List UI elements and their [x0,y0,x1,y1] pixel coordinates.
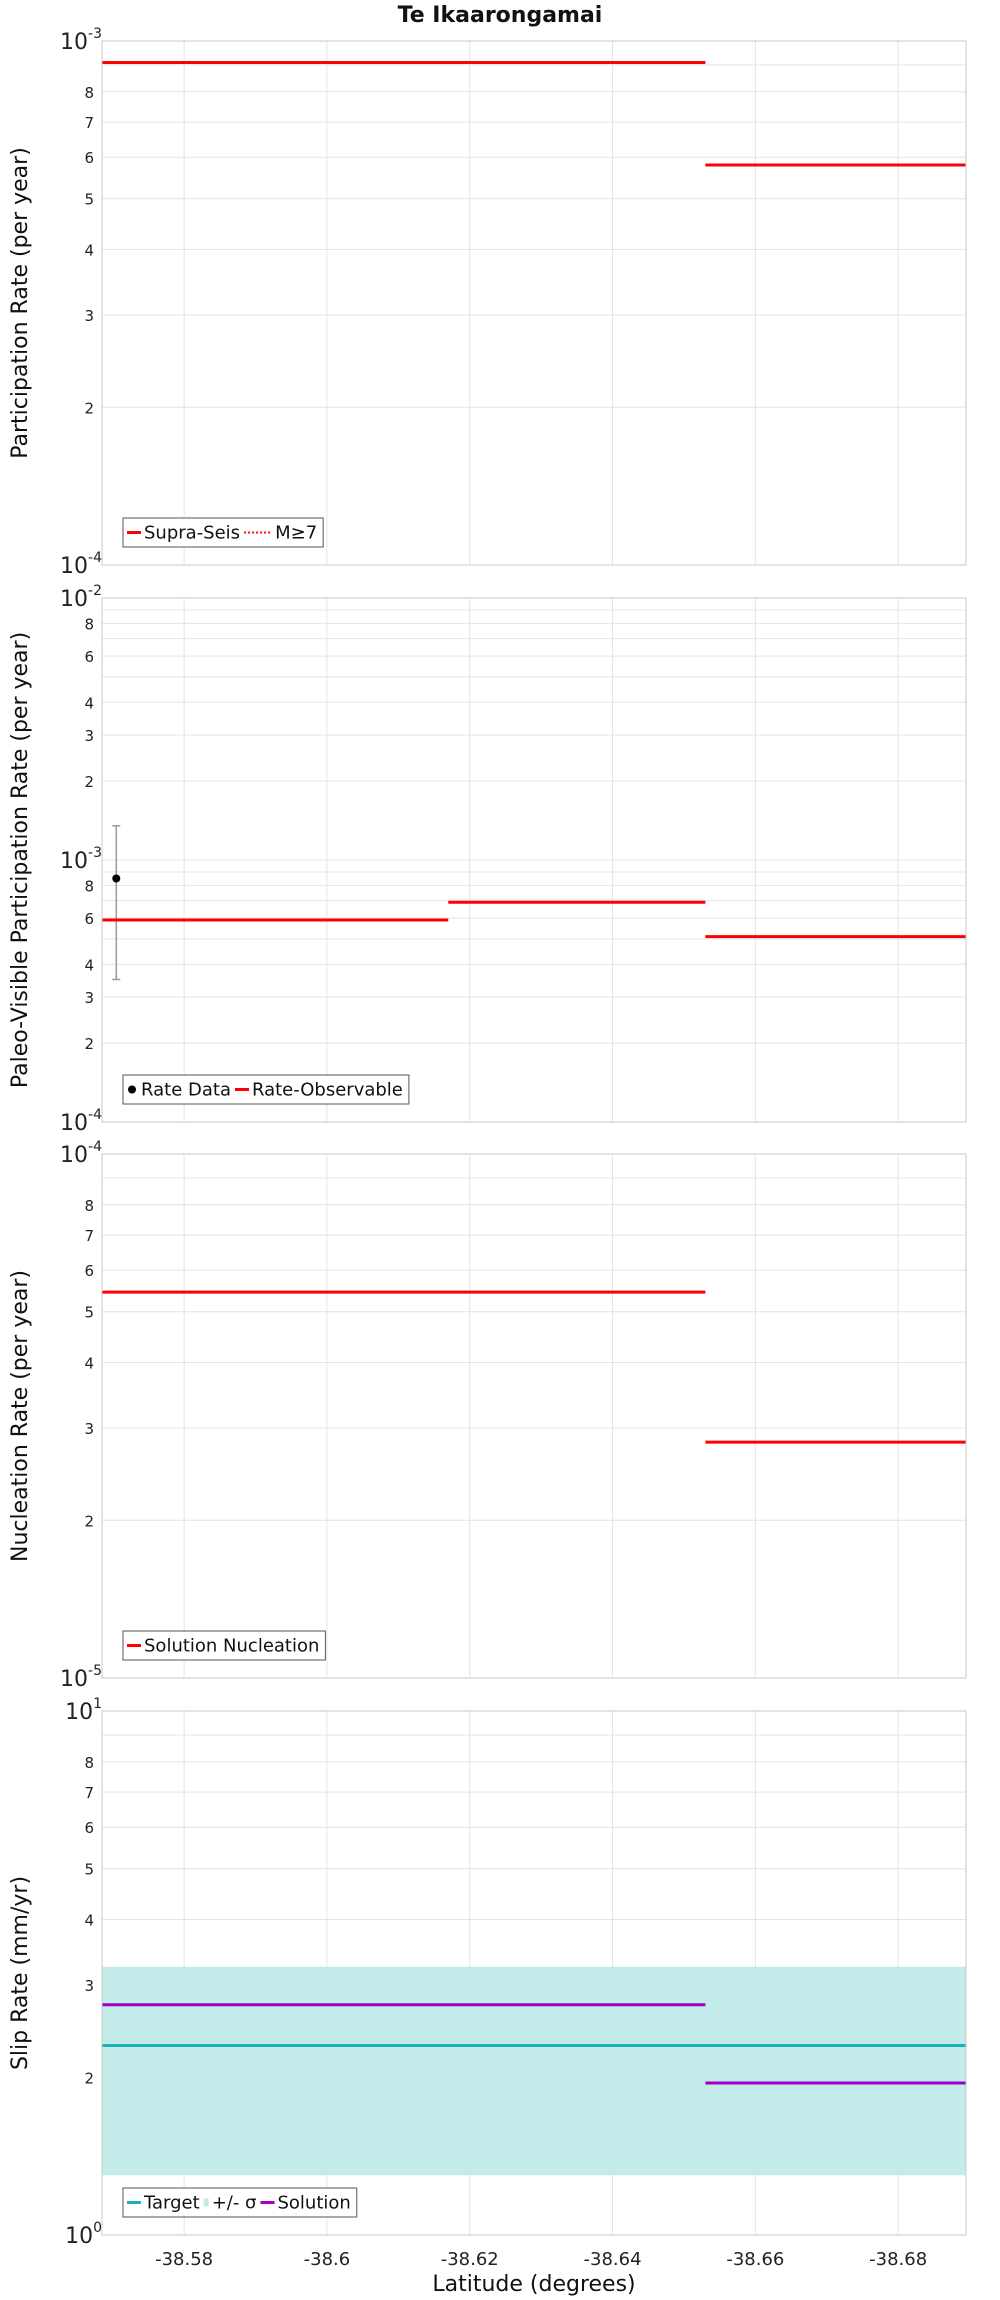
y-tick-label: 6 [84,1262,94,1280]
y-tick-label: 5 [84,191,94,209]
plot-frame [101,1710,967,2236]
y-tick-label-major: 10-3 [60,26,102,55]
x-tick-label: -38.64 [584,2249,642,2270]
x-tick-label: -38.6 [304,2249,351,2270]
y-tick-label: 4 [84,1912,94,1930]
y-tick-label-major: 100 [65,2220,102,2249]
panel-slip: 101 8 7 6 5 4 3 2 100 Slip Rate (mm/yr) Target +/- … [8,1696,967,2270]
panel-paleo: 10-2 8 6 4 3 2 10-3 8 6 4 3 2 10-4 Paleo-Visible Part… [8,583,967,1136]
y-tick-label: 2 [84,2069,94,2087]
legend: Solution Nucleation [122,1630,326,1661]
y-tick-label: 2 [84,773,94,791]
y-tick-label: 3 [84,1977,94,1995]
y-tick-label: 5 [84,1861,94,1879]
y-tick-label: 5 [84,1304,94,1322]
chart-title: Te Ikaarongamai [398,3,603,28]
legend-label: Supra-Seis [144,523,240,544]
y-tick-label: 2 [84,399,94,417]
legend-box [122,1074,410,1105]
legend-label: Rate-Observable [252,1080,403,1101]
x-tick-label: -38.58 [155,2249,213,2270]
y-tick-label: 6 [84,149,94,167]
legend-label: Solution [277,2193,350,2214]
y-tick-label: 8 [84,1754,94,1772]
y-tick-label: 6 [84,1819,94,1837]
y-tick-label: 4 [84,956,94,974]
y-tick-label: 4 [84,242,94,260]
y-axis-title: Participation Rate (per year) [8,147,33,459]
x-axis-title: Latitude (degrees) [432,2272,635,2297]
legend-label: Target [143,2193,200,2214]
y-tick-label: 6 [84,910,94,928]
legend-label: Solution Nucleation [144,1636,319,1657]
legend-label: +/- σ [212,2193,257,2214]
y-tick-label-major: 10-4 [60,550,102,579]
y-axis-title: Slip Rate (mm/yr) [8,1876,33,2070]
y-tick-label: 7 [84,1784,94,1802]
y-tick-label: 4 [84,1355,94,1373]
plot-frame [101,40,967,566]
y-tick-label: 3 [84,989,94,1007]
panel-participation: 10-3 8 7 6 5 4 3 2 10-4 Participation Rate (per y… [8,26,967,579]
y-tick-label: 3 [84,307,94,325]
panel-nucleation: 10-4 8 7 6 5 4 3 2 10-5 Nucleation Rate (per year… [8,1139,967,1692]
y-tick-label: 7 [84,114,94,132]
legend-swatch-dot [128,1085,136,1094]
legend: Rate Data Rate-Observable [122,1074,410,1105]
y-tick-label: 6 [84,648,94,666]
y-axis-title: Nucleation Rate (per year) [8,1270,33,1562]
y-tick-label: 3 [84,1420,94,1438]
uncertainty-band [102,1966,966,2176]
y-tick-label-major: 10-3 [60,845,102,874]
plot-frame [101,597,967,1123]
y-tick-label-major: 10-2 [60,583,102,612]
y-tick-label: 3 [84,727,94,745]
legend-swatch-band [203,2198,209,2207]
rate-data-point [112,874,121,883]
x-tick-label: -38.62 [441,2249,499,2270]
y-tick-label-major: 101 [65,1696,102,1725]
y-tick-label: 2 [84,1035,94,1053]
y-tick-label: 8 [84,84,94,102]
legend: Supra-Seis M≥7 [122,517,324,548]
y-tick-label-major: 10-5 [60,1663,102,1692]
plot-frame [101,1153,967,1679]
y-tick-label: 8 [84,877,94,895]
y-tick-label-major: 10-4 [60,1139,102,1168]
y-tick-label-major: 10-4 [60,1107,102,1136]
legend-box [122,517,324,548]
x-tick-label: -38.66 [726,2249,784,2270]
y-tick-label: 2 [84,1512,94,1530]
legend-box [122,2187,358,2218]
legend-label: Rate Data [141,1080,231,1101]
y-tick-label: 8 [84,615,94,633]
chart-panels: 10-3 8 7 6 5 4 3 2 10-4 Participation Rate (per y… [8,26,967,2270]
legend-box [122,1630,326,1661]
y-tick-label: 8 [84,1197,94,1215]
y-axis-title: Paleo-Visible Participation Rate (per ye… [8,632,33,1088]
legend: Target +/- σ Solution [122,2187,358,2218]
y-tick-label: 7 [84,1227,94,1245]
x-tick-label: -38.68 [869,2249,927,2270]
y-tick-label: 4 [84,694,94,712]
legend-label: M≥7 [275,523,317,544]
